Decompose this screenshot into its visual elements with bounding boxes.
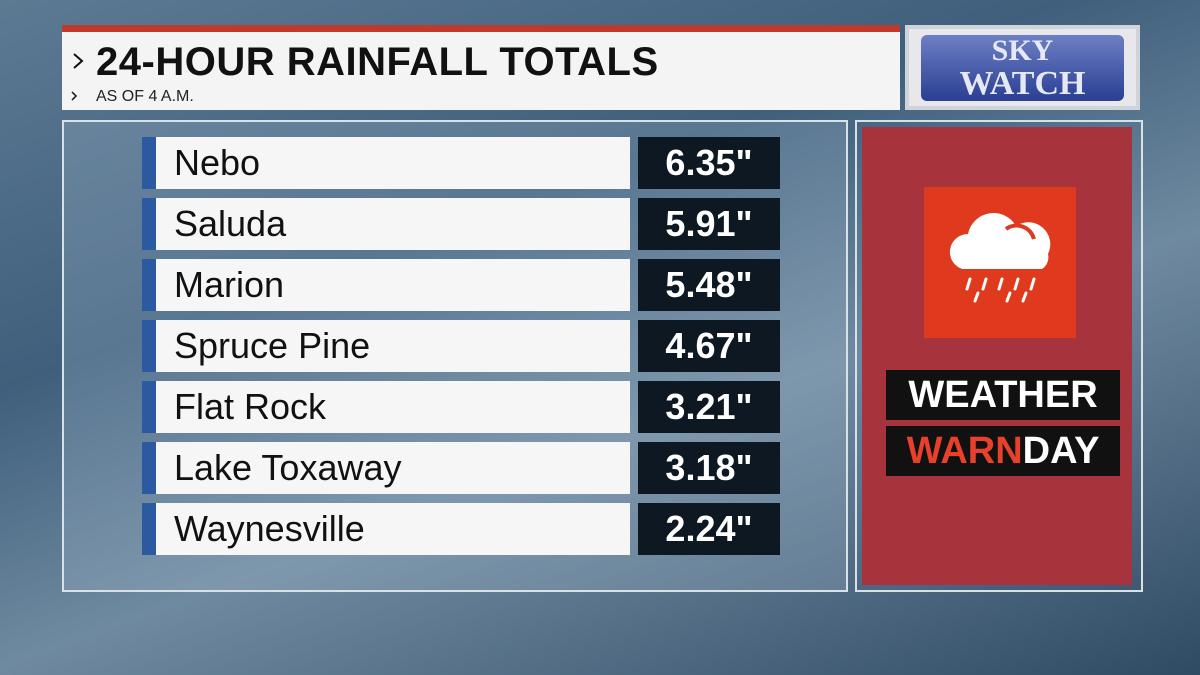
title: 24-HOUR RAINFALL TOTALS — [96, 40, 659, 84]
place-name: Marion — [142, 259, 630, 311]
rain-total: 6.35" — [638, 137, 780, 189]
rain-total: 5.91" — [638, 198, 780, 250]
rain-total: 3.21" — [638, 381, 780, 433]
rain-total: 2.24" — [638, 503, 780, 555]
logo-text: SKY — [991, 34, 1054, 67]
badge-line: WARNDAY — [886, 426, 1120, 476]
badge-word: WARN — [906, 430, 1023, 472]
place-name: Saluda — [142, 198, 630, 250]
subtitle: AS OF 4 A.M. — [96, 88, 194, 105]
logo-text: WATCH — [959, 65, 1086, 102]
logo-plate: SKY WATCH — [921, 35, 1124, 101]
place-name: Waynesville — [142, 503, 630, 555]
badge-word: DAY — [1022, 430, 1100, 472]
rain-icon — [924, 187, 1076, 338]
header-bar — [62, 25, 900, 110]
place-name: Lake Toxaway — [142, 442, 630, 494]
place-name: Spruce Pine — [142, 320, 630, 372]
place-name: Flat Rock — [142, 381, 630, 433]
side-panel — [855, 120, 1143, 592]
chevrons — [71, 53, 84, 101]
place-name: Nebo — [142, 137, 630, 189]
rain-total: 5.48" — [638, 259, 780, 311]
logo: SKY WATCH — [905, 25, 1140, 110]
rain-total: 3.18" — [638, 442, 780, 494]
rain-total: 4.67" — [638, 320, 780, 372]
badge-line: WEATHER — [886, 370, 1120, 420]
